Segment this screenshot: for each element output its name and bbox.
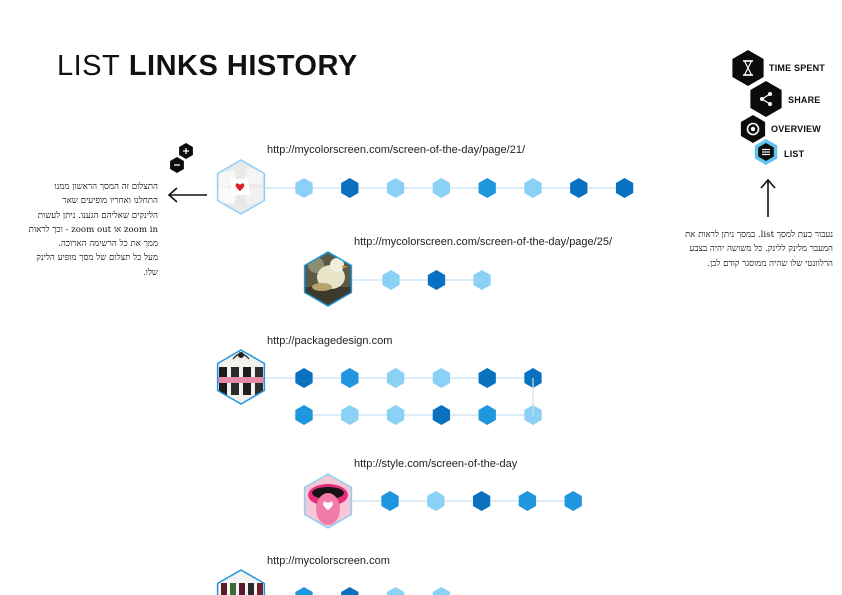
link-hexagon[interactable]: [478, 368, 496, 388]
link-hexagon[interactable]: [432, 405, 451, 425]
link-hexagon[interactable]: [570, 178, 588, 198]
row-url-1[interactable]: http://mycolorscreen.com/screen-of-the-d…: [267, 144, 526, 156]
link-hexagon[interactable]: [341, 368, 359, 388]
overview-circle-icon[interactable]: [740, 115, 766, 143]
link-hexagon[interactable]: [432, 368, 451, 388]
link-hexagon[interactable]: [341, 178, 359, 198]
note-line: מעל כל תצלום של מסך מופיע הלינק: [36, 253, 158, 264]
row-url-4[interactable]: http://style.com/screen-of-the-day: [354, 458, 518, 470]
menu-label-time-spent[interactable]: TIME SPENT: [769, 63, 826, 73]
link-hexagon[interactable]: [386, 405, 405, 425]
link-hexagon[interactable]: [295, 587, 313, 595]
left-arrow-icon: [167, 187, 207, 203]
note-line: שלו.: [142, 267, 158, 278]
link-hexagon[interactable]: [381, 491, 399, 511]
link-hexagon[interactable]: [341, 405, 359, 425]
link-hexagon[interactable]: [386, 178, 405, 198]
link-hexagon[interactable]: [518, 491, 537, 511]
note-line: ממך את כל הרשימה הארוכה.: [58, 239, 158, 250]
share-icon[interactable]: [750, 81, 782, 117]
menu-label-overview[interactable]: OVERVIEW: [771, 124, 821, 134]
pink-tongue-thumbnail[interactable]: [298, 471, 358, 531]
note-line: נעבור כעת למסך list. במסך ניתן לראות את: [684, 230, 833, 240]
link-hexagon[interactable]: [382, 270, 400, 290]
package-design-thumbnail[interactable]: [211, 347, 271, 407]
link-hexagon[interactable]: [427, 491, 445, 511]
link-hexagon[interactable]: [427, 270, 446, 290]
row-url-2[interactable]: http://mycolorscreen.com/screen-of-the-d…: [354, 236, 613, 248]
link-hexagon[interactable]: [478, 178, 496, 198]
zoom-in-icon[interactable]: [179, 143, 193, 159]
link-hexagon[interactable]: [432, 587, 451, 595]
row-url-3[interactable]: http://packagedesign.com: [267, 335, 393, 347]
note-line: המעבר מלינק ללינק. כל משושה יהיה בצבע: [689, 244, 833, 255]
link-hexagon[interactable]: [295, 368, 313, 388]
link-hexagon[interactable]: [386, 587, 405, 595]
hourglass-icon[interactable]: [732, 50, 764, 86]
note-line: הרלוונטי שלו שהיה ממוסגר קודם לכן.: [707, 258, 833, 269]
link-hexagon[interactable]: [386, 368, 405, 388]
link-hexagon[interactable]: [341, 587, 359, 595]
list-icon[interactable]: [754, 139, 778, 165]
link-chains: [265, 178, 634, 595]
note-line: התחלנו ואחריו מופיעים שאר: [62, 196, 158, 207]
bottles-thumbnail[interactable]: [211, 567, 271, 595]
page-title-light: LIST: [57, 50, 121, 82]
link-hexagon[interactable]: [432, 178, 451, 198]
left-explanation-note: התצלום זה המסך הראשון ממנו התחלנו ואחריו…: [10, 180, 158, 280]
menu-label-share[interactable]: SHARE: [788, 95, 821, 105]
link-hexagon[interactable]: [564, 491, 582, 511]
note-line: הלינקים שאליהם הגענו. ניתן לעשות: [37, 210, 158, 221]
page-title: LIST LINKS HISTORY: [57, 50, 358, 83]
link-hexagon[interactable]: [295, 405, 313, 425]
link-hexagon[interactable]: [295, 178, 313, 198]
sticky-notes-heart-thumbnail[interactable]: [211, 157, 271, 217]
page-title-bold: LINKS HISTORY: [128, 50, 358, 82]
row-url-5[interactable]: http://mycolorscreen.com: [267, 555, 390, 567]
note-line: zoom in או zoom out - וכך לראות: [28, 224, 158, 235]
zoom-out-icon[interactable]: [170, 157, 184, 173]
bird-photo-thumbnail[interactable]: [298, 249, 358, 312]
link-hexagon[interactable]: [472, 491, 491, 511]
note-line: התצלום זה המסך הראשון ממנו: [54, 182, 158, 192]
link-hexagon[interactable]: [615, 178, 634, 198]
right-explanation-note: נעבור כעת למסך list. במסך ניתן לראות את …: [640, 228, 833, 271]
menu-label-list[interactable]: LIST: [784, 149, 805, 159]
up-arrow-icon: [760, 178, 776, 217]
link-hexagon[interactable]: [524, 178, 542, 198]
link-hexagon[interactable]: [478, 405, 496, 425]
link-hexagon[interactable]: [473, 270, 491, 290]
